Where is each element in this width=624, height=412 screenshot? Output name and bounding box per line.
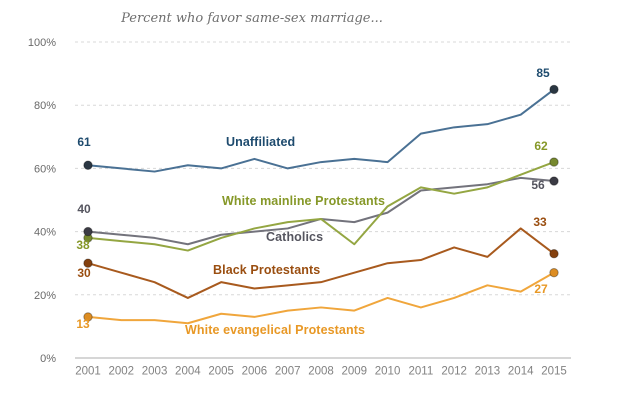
series-label-black-protestants: Black Protestants [213, 263, 320, 277]
y-tick-label: 0% [40, 353, 56, 365]
endpoint-dot-end-unaffiliated [549, 84, 559, 95]
x-tick-label: 2012 [441, 366, 467, 378]
endpoint-dot-end-black-protestants [549, 249, 559, 259]
x-tick-label: 2015 [541, 366, 567, 378]
value-label-end-catholics: 56 [531, 178, 545, 192]
x-tick-label: 2009 [341, 366, 367, 378]
x-tick-label: 2004 [175, 366, 201, 378]
x-tick-label: 2014 [508, 366, 534, 378]
value-label-end-white-evangelical-protestants: 27 [534, 282, 548, 296]
series-line-white-evangelical-protestants [87, 271, 555, 325]
value-label-end-unaffiliated: 85 [536, 66, 550, 80]
series-line-unaffiliated [87, 88, 555, 173]
y-tick-label: 100% [28, 37, 56, 49]
value-label-start-white-mainline-protestants: 38 [76, 238, 90, 252]
y-tick-label: 40% [34, 227, 56, 239]
x-tick-label: 2013 [475, 366, 501, 378]
endpoint-dot-end-white-evangelical-protestants [549, 267, 559, 278]
value-label-end-black-protestants: 33 [533, 215, 547, 229]
x-tick-label: 2008 [308, 366, 334, 378]
value-label-start-catholics: 40 [77, 202, 91, 216]
value-label-end-white-mainline-protestants: 62 [534, 139, 548, 153]
series-label-white-mainline-protestants: White mainline Protestants [222, 194, 385, 208]
chart-title: Percent who favor same-sex marriage... [120, 11, 383, 26]
endpoint-dot-end-catholics [549, 176, 559, 186]
value-label-start-unaffiliated: 61 [77, 135, 91, 149]
value-label-start-black-protestants: 30 [77, 266, 91, 280]
x-tick-label: 2007 [275, 366, 301, 378]
x-tick-label: 2006 [242, 366, 268, 378]
endpoint-dot-start-white-evangelical-protestants [83, 312, 93, 322]
series-label-catholics: Catholics [266, 230, 323, 244]
y-tick-label: 80% [34, 100, 56, 112]
series-label-white-evangelical-protestants: White evangelical Protestants [185, 323, 365, 337]
series-line-white-mainline-protestants [87, 161, 555, 252]
series-label-unaffiliated: Unaffiliated [226, 135, 295, 149]
x-tick-label: 2003 [142, 366, 168, 378]
y-tick-label: 20% [34, 290, 56, 302]
endpoint-dot-start-black-protestants [83, 258, 93, 268]
y-tick-label: 60% [34, 163, 56, 175]
x-tick-label: 2002 [108, 366, 134, 378]
x-tick-label: 2005 [208, 366, 234, 378]
x-tick-label: 2011 [408, 366, 433, 378]
value-label-start-white-evangelical-protestants: 13 [76, 317, 90, 331]
x-tick-label: 2001 [75, 366, 101, 378]
endpoint-dot-start-catholics [83, 226, 93, 237]
series-line-black-protestants [87, 227, 555, 299]
x-tick-label: 2010 [375, 366, 401, 378]
endpoint-dot-end-white-mainline-protestants [549, 157, 559, 167]
endpoint-dot-start-unaffiliated [83, 160, 93, 170]
